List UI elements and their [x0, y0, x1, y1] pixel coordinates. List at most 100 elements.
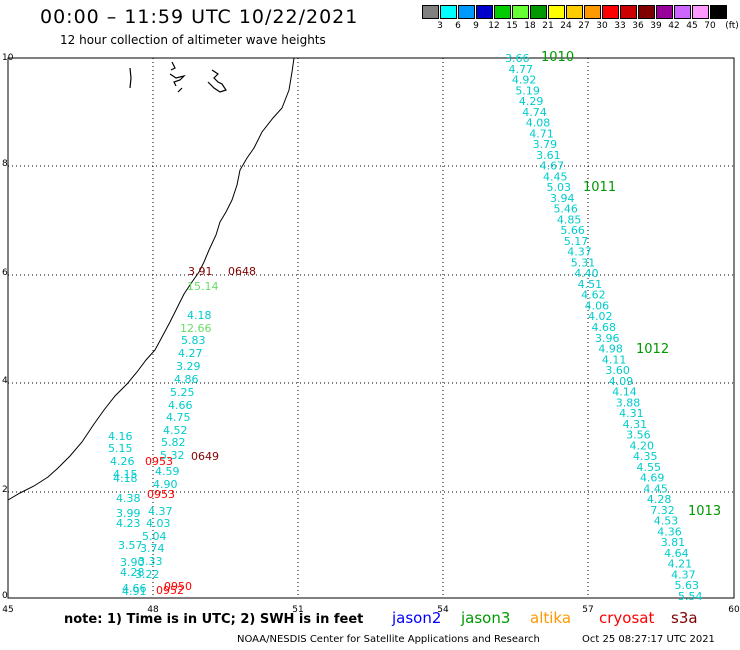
legend-swatch	[656, 5, 673, 19]
legend-tick: 24	[560, 21, 572, 31]
east-track-value: 4.09	[609, 375, 634, 388]
legend-tick: 42	[668, 21, 680, 31]
map-frame	[7, 57, 735, 599]
legend-tick: 3	[437, 21, 443, 31]
legend-swatch	[602, 5, 619, 19]
west-track-label: 4.18	[113, 472, 138, 485]
west-track-label: 3.99	[116, 507, 141, 520]
east-track-value: 4.37	[567, 246, 592, 259]
east-track-value: 4.77	[508, 63, 532, 76]
credit-timestamp: Oct 25 08:27:17 UTC 2021	[582, 634, 715, 645]
east-track-value: 4.45	[543, 170, 568, 183]
legend-tick: 36	[632, 21, 644, 31]
east-track-value: 5.66	[560, 224, 585, 237]
east-track-value: 4.11	[602, 353, 627, 366]
east-track-value: 4.31	[623, 418, 648, 431]
west-track-label: 4.37	[148, 505, 173, 518]
east-track-value: 4.67	[540, 160, 565, 173]
west-track-label: 5.15	[108, 442, 133, 455]
legend-tick: 6	[455, 21, 461, 31]
legend-tick: 12	[488, 21, 500, 31]
west-track-label: 5.82	[161, 436, 186, 449]
east-track-value: 3.96	[595, 332, 620, 345]
east-track-value: 4.62	[581, 289, 606, 302]
east-track-value: 4.31	[619, 407, 644, 420]
legend-tick: 9	[473, 21, 479, 31]
legend-swatch	[440, 5, 457, 19]
east-track-value: 7.32	[650, 504, 675, 517]
east-track-value: 3.60	[605, 364, 630, 377]
east-track-time: 1011	[583, 180, 616, 195]
west-track-label: 0950	[164, 580, 192, 593]
east-track-value: 5.31	[571, 256, 596, 269]
east-track-value: 5.19	[515, 84, 540, 97]
west-track-label: 4.03	[146, 517, 171, 530]
west-track-label: 0953	[145, 455, 173, 468]
west-track-label: 4.38	[116, 492, 141, 505]
east-track-value: 5.46	[553, 203, 578, 216]
satellite-altika: altika	[530, 609, 572, 627]
legend-tick: 30	[596, 21, 608, 31]
y-tick-label: 6	[2, 268, 8, 278]
west-track-label: 0953	[147, 488, 175, 501]
west-track-label: 4.16	[108, 430, 133, 443]
west-track-label: 5.83	[181, 334, 206, 347]
east-track-value: 4.55	[636, 461, 661, 474]
east-track-value: 5.54	[678, 590, 703, 603]
satellite-jason2: jason2	[392, 609, 442, 627]
legend-tick: 70	[704, 21, 716, 31]
east-track-value: 5.03	[547, 181, 572, 194]
east-track-value: 4.85	[557, 213, 582, 226]
east-track-value: 4.64	[664, 547, 689, 560]
legend-swatch	[566, 5, 583, 19]
color-scale-legend	[422, 5, 728, 19]
legend-swatch	[512, 5, 529, 19]
y-tick-label: 0	[2, 591, 8, 601]
legend-swatch	[530, 5, 547, 19]
west-track-label: 5.25	[170, 386, 195, 399]
east-track-value: 4.36	[657, 525, 682, 538]
axis-labels: 45 48 51 54 57 60 0 2 4 6 8 10	[2, 53, 740, 615]
west-track-label: 3.57	[118, 539, 143, 552]
x-tick-label: 60	[728, 605, 740, 615]
west-track-label: 3.90	[120, 556, 145, 569]
west-track-label: 4.75	[166, 411, 191, 424]
west-track-label: 5.04	[142, 530, 167, 543]
y-tick-label: 2	[2, 485, 8, 495]
east-track-value: 5.63	[675, 579, 700, 592]
east-track-value: 4.21	[668, 558, 693, 571]
west-track-label: 4.27	[178, 347, 203, 360]
legend-swatch	[584, 5, 601, 19]
small-islands	[129, 61, 227, 93]
east-track-value: 4.08	[526, 117, 551, 130]
legend-unit: (ft)	[725, 21, 739, 31]
east-track-time: 1013	[688, 504, 721, 519]
west-track-label: 3.91	[188, 265, 213, 278]
west-track-label: 3.29	[176, 360, 201, 373]
east-track-value: 4.40	[574, 267, 599, 280]
west-track-label: 4.23	[116, 517, 141, 530]
y-tick-label: 10	[2, 53, 14, 63]
west-track-label: 4.15	[113, 468, 138, 481]
east-track-value: 3.79	[533, 138, 558, 151]
west-track-label: 4.86	[174, 373, 199, 386]
east-track-value: 3.88	[616, 396, 641, 409]
map-subtitle: 12 hour collection of altimeter wave hei…	[60, 33, 326, 47]
west-track-label: 0952	[156, 584, 184, 597]
legend-swatch	[422, 5, 439, 19]
legend-swatch	[458, 5, 475, 19]
east-track-value: 5.17	[564, 235, 589, 248]
east-track-value: 4.69	[640, 472, 665, 485]
west-track-label: 3.22	[135, 568, 160, 581]
legend-tick: 33	[614, 21, 626, 31]
footer-note: note: 1) Time is in UTC; 2) SWH is in fe…	[64, 612, 364, 627]
satellite-jason3: jason3	[461, 609, 511, 627]
west-track-label: 12.66	[180, 322, 212, 335]
x-tick-label: 54	[437, 605, 449, 615]
west-track-label: 3.33	[138, 555, 163, 568]
x-tick-label: 57	[582, 605, 593, 615]
east-track-value: 4.14	[612, 386, 637, 399]
coastline	[7, 57, 295, 501]
east-track-value: 3.94	[550, 192, 575, 205]
